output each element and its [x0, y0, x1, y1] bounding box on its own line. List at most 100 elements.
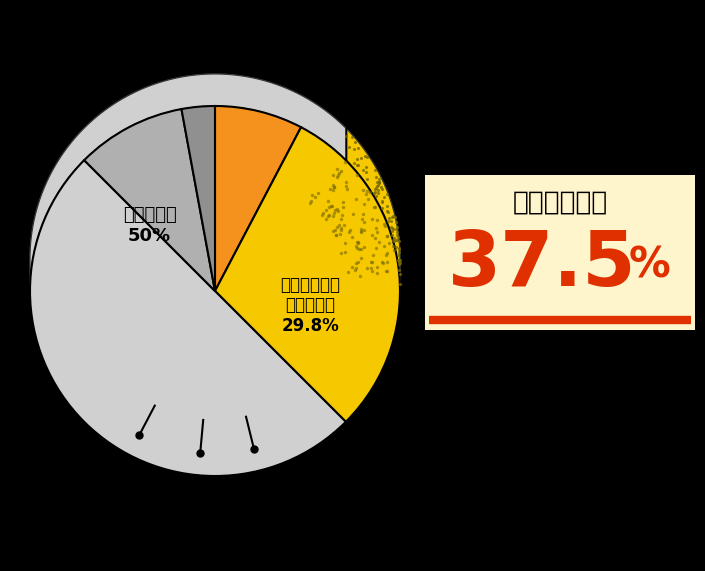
- Point: [307, 190, 318, 199]
- Point: [349, 266, 360, 275]
- Point: [380, 267, 391, 276]
- Point: [369, 187, 380, 196]
- Point: [331, 172, 342, 182]
- Point: [349, 158, 360, 167]
- Point: [329, 209, 340, 218]
- Point: [377, 258, 388, 267]
- Point: [393, 259, 405, 268]
- Point: [324, 184, 336, 193]
- Point: [355, 254, 367, 263]
- Point: [371, 244, 382, 253]
- Point: [378, 192, 389, 202]
- Point: [367, 266, 378, 275]
- Point: [350, 242, 362, 251]
- Point: [352, 237, 363, 246]
- Point: [317, 211, 328, 220]
- Point: [381, 202, 393, 211]
- Point: [388, 235, 399, 244]
- Point: [378, 219, 389, 228]
- Point: [327, 226, 338, 235]
- Point: [369, 188, 380, 197]
- Point: [339, 239, 350, 248]
- Point: [393, 237, 405, 246]
- Point: [393, 256, 405, 266]
- Point: [362, 152, 373, 162]
- Point: [393, 255, 404, 264]
- Point: [352, 257, 364, 266]
- Point: [393, 244, 405, 254]
- Point: [368, 203, 379, 212]
- Point: [393, 258, 405, 267]
- Point: [364, 188, 376, 197]
- Point: [357, 215, 368, 224]
- Point: [385, 223, 396, 232]
- Point: [394, 255, 405, 264]
- Point: [391, 218, 402, 227]
- Point: [372, 216, 383, 225]
- Point: [372, 177, 383, 186]
- Point: [336, 215, 347, 224]
- Point: [352, 239, 363, 248]
- Point: [370, 172, 381, 182]
- Point: [360, 151, 371, 160]
- Text: %: %: [629, 244, 671, 286]
- Point: [369, 233, 381, 242]
- Point: [392, 250, 403, 259]
- Point: [388, 224, 399, 234]
- Point: [379, 242, 390, 251]
- Point: [385, 216, 396, 225]
- Text: 「乱れる」計: 「乱れる」計: [513, 190, 608, 216]
- Point: [370, 184, 381, 193]
- Point: [374, 238, 385, 247]
- Point: [343, 227, 355, 236]
- Point: [391, 227, 403, 236]
- Point: [374, 177, 385, 186]
- Point: [386, 223, 398, 232]
- Point: [327, 185, 338, 194]
- Point: [361, 186, 372, 195]
- Point: [369, 184, 381, 193]
- Point: [361, 175, 372, 184]
- Point: [369, 202, 381, 211]
- Point: [393, 266, 405, 275]
- Point: [352, 160, 364, 170]
- Point: [381, 206, 392, 215]
- Point: [329, 205, 341, 214]
- FancyBboxPatch shape: [425, 175, 695, 330]
- Point: [329, 183, 340, 192]
- Point: [366, 258, 377, 267]
- Point: [341, 184, 352, 193]
- Point: [351, 243, 362, 252]
- Point: [332, 206, 343, 215]
- Wedge shape: [181, 106, 215, 291]
- Point: [391, 236, 402, 245]
- Point: [362, 263, 373, 272]
- Text: 37.5: 37.5: [448, 228, 636, 302]
- Point: [388, 212, 399, 221]
- Point: [367, 251, 379, 260]
- Point: [376, 184, 388, 194]
- Point: [365, 263, 376, 272]
- Point: [355, 227, 366, 236]
- Point: [348, 144, 360, 153]
- Point: [388, 233, 400, 242]
- Point: [379, 221, 391, 230]
- Wedge shape: [215, 106, 301, 291]
- Point: [391, 223, 403, 232]
- Polygon shape: [30, 74, 400, 291]
- Point: [337, 197, 348, 206]
- Point: [336, 248, 347, 258]
- Point: [354, 272, 365, 281]
- Point: [391, 236, 403, 245]
- Point: [376, 183, 387, 192]
- Point: [374, 178, 385, 187]
- Point: [372, 263, 383, 272]
- Point: [331, 164, 343, 174]
- Point: [329, 226, 341, 235]
- Point: [333, 169, 344, 178]
- Point: [366, 257, 377, 266]
- Point: [386, 227, 398, 236]
- Point: [393, 243, 405, 252]
- Point: [359, 217, 370, 226]
- Point: [320, 214, 331, 223]
